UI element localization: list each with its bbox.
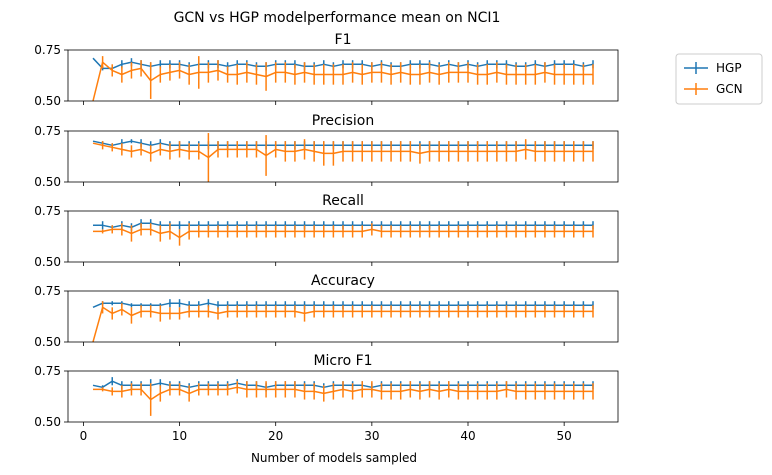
legend-gcn-label: GCN: [716, 82, 743, 96]
x-tick-label: 40: [460, 429, 475, 443]
subplot-title: Precision: [312, 113, 374, 129]
series-gcn: [92, 301, 594, 342]
legend-hgp-label: HGP: [716, 61, 742, 75]
figure-title: GCN vs HGP modelperformance mean on NCI1: [174, 10, 501, 26]
x-tick-label: 50: [557, 429, 572, 443]
subplot-panels: F1 0.50 0.75 Precision 0.50 0.75 Recall 0.50 0.7…: [34, 32, 619, 443]
y-tick-label: 0.50: [34, 415, 61, 429]
subplot-title: Micro F1: [313, 353, 372, 369]
axes-frame: [67, 130, 619, 183]
subplot-1: Precision 0.50 0.75: [34, 113, 619, 189]
subplot-4: Micro F1 0.50 0.75 0 10 20 30 40 50: [34, 353, 619, 443]
series-line-gcn: [93, 386, 593, 401]
axes-frame: [67, 49, 619, 102]
y-tick-label: 0.75: [34, 284, 61, 298]
series-line-gcn: [92, 142, 593, 159]
axes-frame: [67, 370, 619, 423]
legend-entry-gcn: GCN: [684, 82, 743, 96]
subplot-title: F1: [335, 32, 352, 48]
subplot-2: Recall 0.50 0.75: [34, 193, 619, 269]
y-tick-label: 0.75: [34, 43, 61, 57]
series-gcn: [93, 381, 594, 416]
legend-entry-hgp: HGP: [684, 61, 742, 75]
y-tick-label: 0.75: [34, 204, 61, 218]
series-line-gcn: [92, 61, 593, 101]
x-tick-label: 20: [268, 429, 283, 443]
y-tick-label: 0.50: [34, 175, 61, 189]
legend-frame: [675, 53, 763, 105]
y-tick-label: 0.75: [34, 364, 61, 378]
y-tick-label: 0.50: [34, 94, 61, 108]
series-gcn: [92, 56, 594, 101]
subplot-title: Recall: [322, 193, 364, 209]
subplot-3: Accuracy 0.50 0.75: [34, 273, 619, 349]
x-tick-label: 10: [172, 429, 187, 443]
y-tick-label: 0.75: [34, 124, 61, 138]
legend: HGP GCN: [675, 53, 763, 105]
axes-frame: [67, 210, 619, 263]
series-line-gcn: [92, 306, 593, 342]
subplot-title: Accuracy: [311, 273, 375, 289]
y-tick-label: 0.50: [34, 255, 61, 269]
x-tick-label: 0: [80, 429, 88, 443]
series-line-gcn: [93, 228, 593, 239]
subplot-0: F1 0.50 0.75: [34, 32, 619, 108]
x-axis-label: Number of models sampled: [251, 451, 417, 465]
x-tick-label: 30: [364, 429, 379, 443]
y-tick-label: 0.50: [34, 335, 61, 349]
axes-frame: [67, 290, 619, 343]
series-gcn: [92, 133, 594, 182]
series-gcn: [93, 223, 594, 246]
